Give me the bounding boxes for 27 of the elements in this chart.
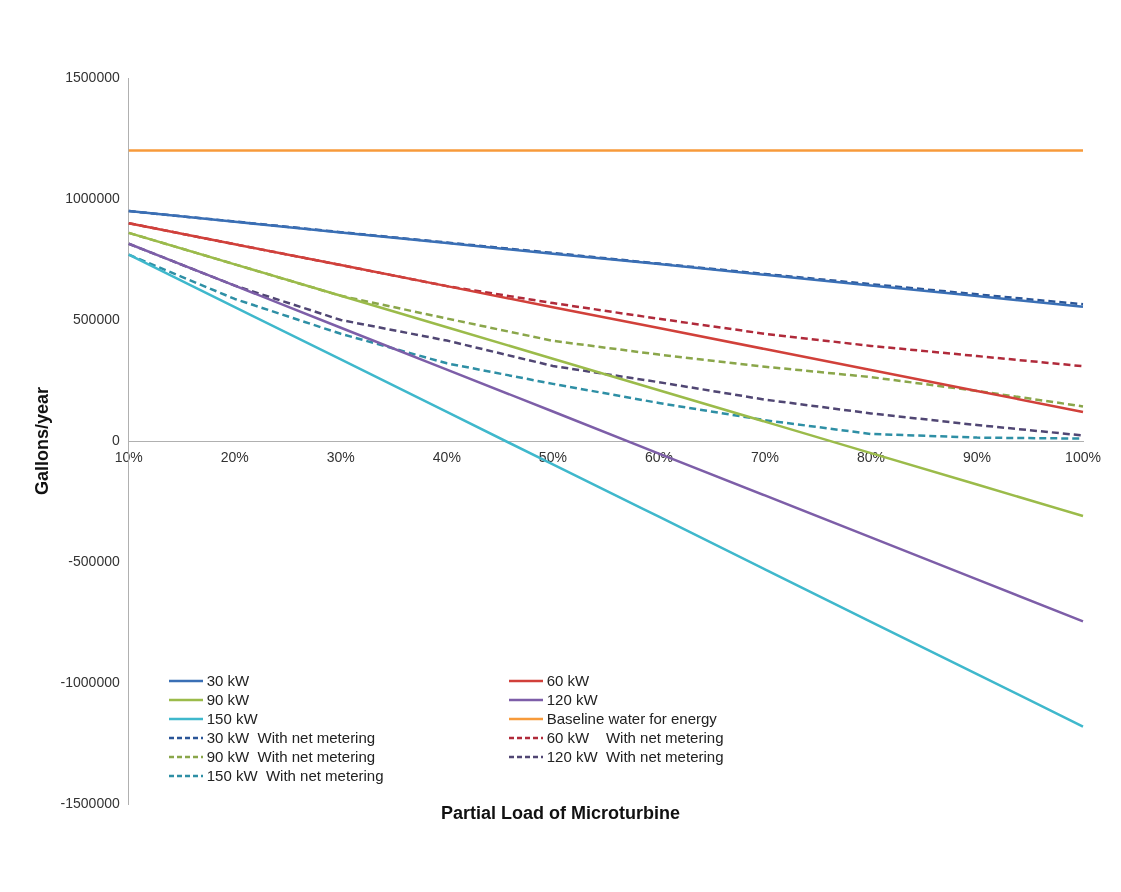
legend-label: 150 kW bbox=[206, 710, 258, 727]
y-tick-label: -1500000 bbox=[60, 794, 120, 811]
x-tick-label: 90% bbox=[962, 449, 991, 466]
legend-label: 90 kW bbox=[206, 691, 250, 708]
y-axis-title: Gallons/year bbox=[31, 386, 52, 496]
legend-label: 60 kW With net metering bbox=[546, 729, 724, 746]
y-tick-label: 0 bbox=[111, 431, 120, 448]
legend-label: 30 kW bbox=[206, 672, 250, 689]
y-tick-label: -1000000 bbox=[60, 673, 120, 690]
legend-label: 90 kW With net metering bbox=[206, 748, 376, 765]
x-tick-label: 40% bbox=[432, 449, 461, 466]
x-tick-label: 70% bbox=[750, 449, 779, 466]
legend-label: 120 kW With net metering bbox=[546, 748, 724, 765]
legend-label: Baseline water for energy bbox=[546, 710, 717, 727]
x-tick-label: 100% bbox=[1065, 449, 1101, 466]
x-tick-label: 50% bbox=[538, 449, 567, 466]
legend-label: 30 kW With net metering bbox=[206, 729, 376, 746]
x-tick-label: 30% bbox=[326, 449, 355, 466]
y-tick-label: 1500000 bbox=[65, 68, 120, 85]
legend-label: 60 kW bbox=[546, 672, 590, 689]
x-axis-title: Partial Load of Microturbine bbox=[440, 803, 681, 823]
legend-label: 150 kW With net metering bbox=[206, 767, 384, 784]
y-tick-label: 500000 bbox=[73, 310, 120, 327]
y-tick-label: 1000000 bbox=[65, 189, 120, 206]
x-tick-label: 20% bbox=[220, 449, 249, 466]
y-tick-label: -500000 bbox=[68, 552, 120, 569]
legend-label: 120 kW bbox=[546, 691, 598, 708]
